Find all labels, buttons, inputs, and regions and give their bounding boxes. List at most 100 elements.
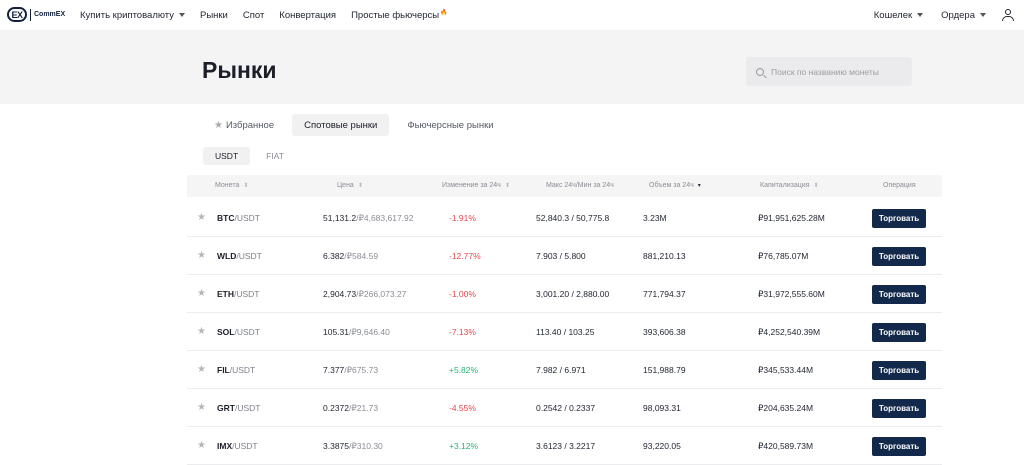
favorite-star-icon[interactable]: ★ bbox=[197, 440, 206, 451]
trade-button[interactable]: Торговать bbox=[872, 323, 926, 342]
table-row[interactable]: ★ BTC/USDT 51,131.2/₽4,683,617.92 -1.91% 52,… bbox=[187, 199, 942, 237]
table-row[interactable]: ★ GRT/USDT 0.2372/₽21.73 -4.55% 0.2542 / 0.2… bbox=[187, 389, 942, 427]
nav-convert[interactable]: Конвертация bbox=[279, 10, 336, 21]
price-cell: 51,131.2/₽4,683,617.92 bbox=[323, 199, 414, 237]
subtab-fiat[interactable]: FIAT bbox=[266, 151, 284, 161]
trade-button[interactable]: Торговать bbox=[872, 437, 926, 456]
nav-markets[interactable]: Рынки bbox=[200, 10, 228, 21]
nav-orders-label: Ордера bbox=[941, 9, 975, 21]
search-box[interactable] bbox=[746, 57, 912, 86]
table-row[interactable]: ★ FIL/USDT 7.377/₽675.73 +5.82% 7.982 / 6.97… bbox=[187, 351, 942, 389]
pair-base: BTC bbox=[217, 213, 235, 223]
trade-button[interactable]: Торговать bbox=[872, 399, 926, 418]
table-row[interactable]: ★ WLD/USDT 6.382/₽584.59 -12.77% 7.903 / 5.8… bbox=[187, 237, 942, 275]
tab-favorites[interactable]: ★ Избранное bbox=[206, 114, 286, 136]
change-cell: +3.12% bbox=[449, 441, 479, 451]
tab-futures-markets[interactable]: Фьючерсные рынки bbox=[395, 114, 505, 136]
header-volume[interactable]: Объем за 24ч ▾ bbox=[649, 175, 701, 197]
price-usdt: 2,904.73 bbox=[323, 289, 357, 299]
header-price[interactable]: Цена ⬍ bbox=[337, 175, 363, 197]
cap-cell: ₽204,635.24M bbox=[758, 403, 814, 413]
subtab-usdt[interactable]: USDT bbox=[203, 147, 251, 165]
trade-button[interactable]: Торговать bbox=[872, 285, 926, 304]
change-cell: -1.00% bbox=[449, 289, 476, 299]
favorite-star-icon[interactable]: ★ bbox=[197, 250, 206, 261]
nav-simple-futures[interactable]: Простые фьючерсы 🔥 bbox=[351, 10, 448, 21]
header-change[interactable]: Изменение за 24ч ⬍ bbox=[442, 175, 510, 197]
volume-cell: 3.23M bbox=[643, 213, 667, 223]
nav-spot[interactable]: Спот bbox=[243, 10, 264, 21]
table-row[interactable]: ★ IMX/USDT 3.3875/₽310.30 +3.12% 3.6123 / 3.… bbox=[187, 427, 942, 465]
star-icon: ★ bbox=[214, 119, 223, 131]
price-rub: /₽310.30 bbox=[349, 441, 383, 451]
header-action: Операция bbox=[883, 182, 916, 189]
volume-cell: 98,093.31 bbox=[643, 403, 681, 413]
favorite-star-icon[interactable]: ★ bbox=[197, 326, 206, 337]
change-cell: -12.77% bbox=[449, 251, 481, 261]
tab-spot-markets-label: Спотовые рынки bbox=[304, 119, 378, 131]
pair-quote: /USDT bbox=[232, 441, 258, 451]
commex-logo[interactable]: EX CommEX bbox=[7, 7, 65, 22]
nav-wallet[interactable]: Кошелек bbox=[873, 9, 924, 21]
nav-buy-crypto-label: Купить криптовалюту bbox=[80, 9, 174, 21]
cap-cell: ₽345,533.44M bbox=[758, 365, 814, 375]
cap-cell: ₽31,972,555.60M bbox=[758, 289, 825, 299]
header-cap[interactable]: Капитализация ⬍ bbox=[760, 175, 819, 197]
favorite-star-icon[interactable]: ★ bbox=[197, 364, 206, 375]
nav-wallet-label: Кошелек bbox=[873, 9, 913, 21]
pair-base: FIL bbox=[217, 365, 230, 375]
trade-button[interactable]: Торговать bbox=[872, 209, 926, 228]
logo-text: CommEX bbox=[34, 11, 66, 18]
header-coin-label: Монета bbox=[215, 182, 240, 189]
search-input[interactable] bbox=[771, 66, 901, 77]
pair-cell: GRT/USDT bbox=[217, 389, 260, 427]
sort-icon: ⬍ bbox=[813, 183, 819, 189]
price-cell: 2,904.73/₽266,073.27 bbox=[323, 275, 406, 313]
pair-quote: /USDT bbox=[234, 403, 261, 413]
pair-quote: /USDT bbox=[229, 365, 256, 375]
high-low-cell: 3,001.20 / 2,880.00 bbox=[536, 289, 610, 299]
header-coin[interactable]: Монета ⬍ bbox=[215, 175, 248, 197]
pair-cell: FIL/USDT bbox=[217, 351, 255, 389]
price-cell: 105.31/₽9,646.40 bbox=[323, 313, 390, 351]
price-rub: /₽584.59 bbox=[344, 251, 379, 261]
favorite-star-icon[interactable]: ★ bbox=[197, 212, 206, 223]
pair-cell: IMX/USDT bbox=[217, 427, 258, 465]
volume-cell: 393,606.38 bbox=[643, 327, 686, 337]
price-rub: /₽4,683,617.92 bbox=[356, 213, 414, 223]
price-usdt: 6.382 bbox=[323, 251, 345, 261]
fire-icon: 🔥 bbox=[440, 9, 448, 16]
tab-spot-markets[interactable]: Спотовые рынки bbox=[292, 114, 390, 136]
table-row[interactable]: ★ ETH/USDT 2,904.73/₽266,073.27 -1.00% 3,001… bbox=[187, 275, 942, 313]
logo-divider bbox=[30, 8, 31, 21]
sort-icon: ⬍ bbox=[243, 183, 249, 189]
cap-cell: ₽91,951,625.28M bbox=[758, 213, 825, 223]
trade-button[interactable]: Торговать bbox=[872, 361, 926, 380]
trade-button[interactable]: Торговать bbox=[872, 247, 926, 266]
pair-cell: SOL/USDT bbox=[217, 313, 260, 351]
chevron-down-icon bbox=[178, 13, 185, 17]
header-volume-label: Объем за 24ч bbox=[649, 182, 694, 189]
table-row[interactable]: ★ SOL/USDT 105.31/₽9,646.40 -7.13% 113.40 / … bbox=[187, 313, 942, 351]
logo-mark: EX bbox=[7, 7, 27, 22]
cap-cell: ₽420,589.73M bbox=[758, 441, 814, 451]
chevron-down-icon bbox=[917, 13, 924, 17]
favorite-star-icon[interactable]: ★ bbox=[197, 402, 206, 413]
pair-cell: ETH/USDT bbox=[217, 275, 260, 313]
nav-orders[interactable]: Ордера bbox=[941, 10, 986, 21]
nav-buy-crypto[interactable]: Купить криптовалюту bbox=[80, 10, 185, 21]
pair-quote: /USDT bbox=[236, 251, 262, 261]
price-cell: 0.2372/₽21.73 bbox=[323, 389, 378, 427]
volume-cell: 151,988.79 bbox=[643, 365, 686, 375]
price-cell: 7.377/₽675.73 bbox=[323, 351, 378, 389]
cap-cell: ₽76,785.07M bbox=[758, 251, 809, 261]
sort-icon: ⬍ bbox=[357, 183, 363, 189]
change-cell: -7.13% bbox=[449, 327, 476, 337]
favorite-star-icon[interactable]: ★ bbox=[197, 288, 206, 299]
nav-right: Кошелек Ордера bbox=[856, 0, 1014, 30]
change-cell: +5.82% bbox=[449, 365, 479, 375]
price-rub: /₽21.73 bbox=[349, 403, 379, 413]
user-icon[interactable] bbox=[1002, 9, 1014, 21]
pair-base: WLD bbox=[217, 251, 237, 261]
price-rub: /₽675.73 bbox=[344, 365, 379, 375]
